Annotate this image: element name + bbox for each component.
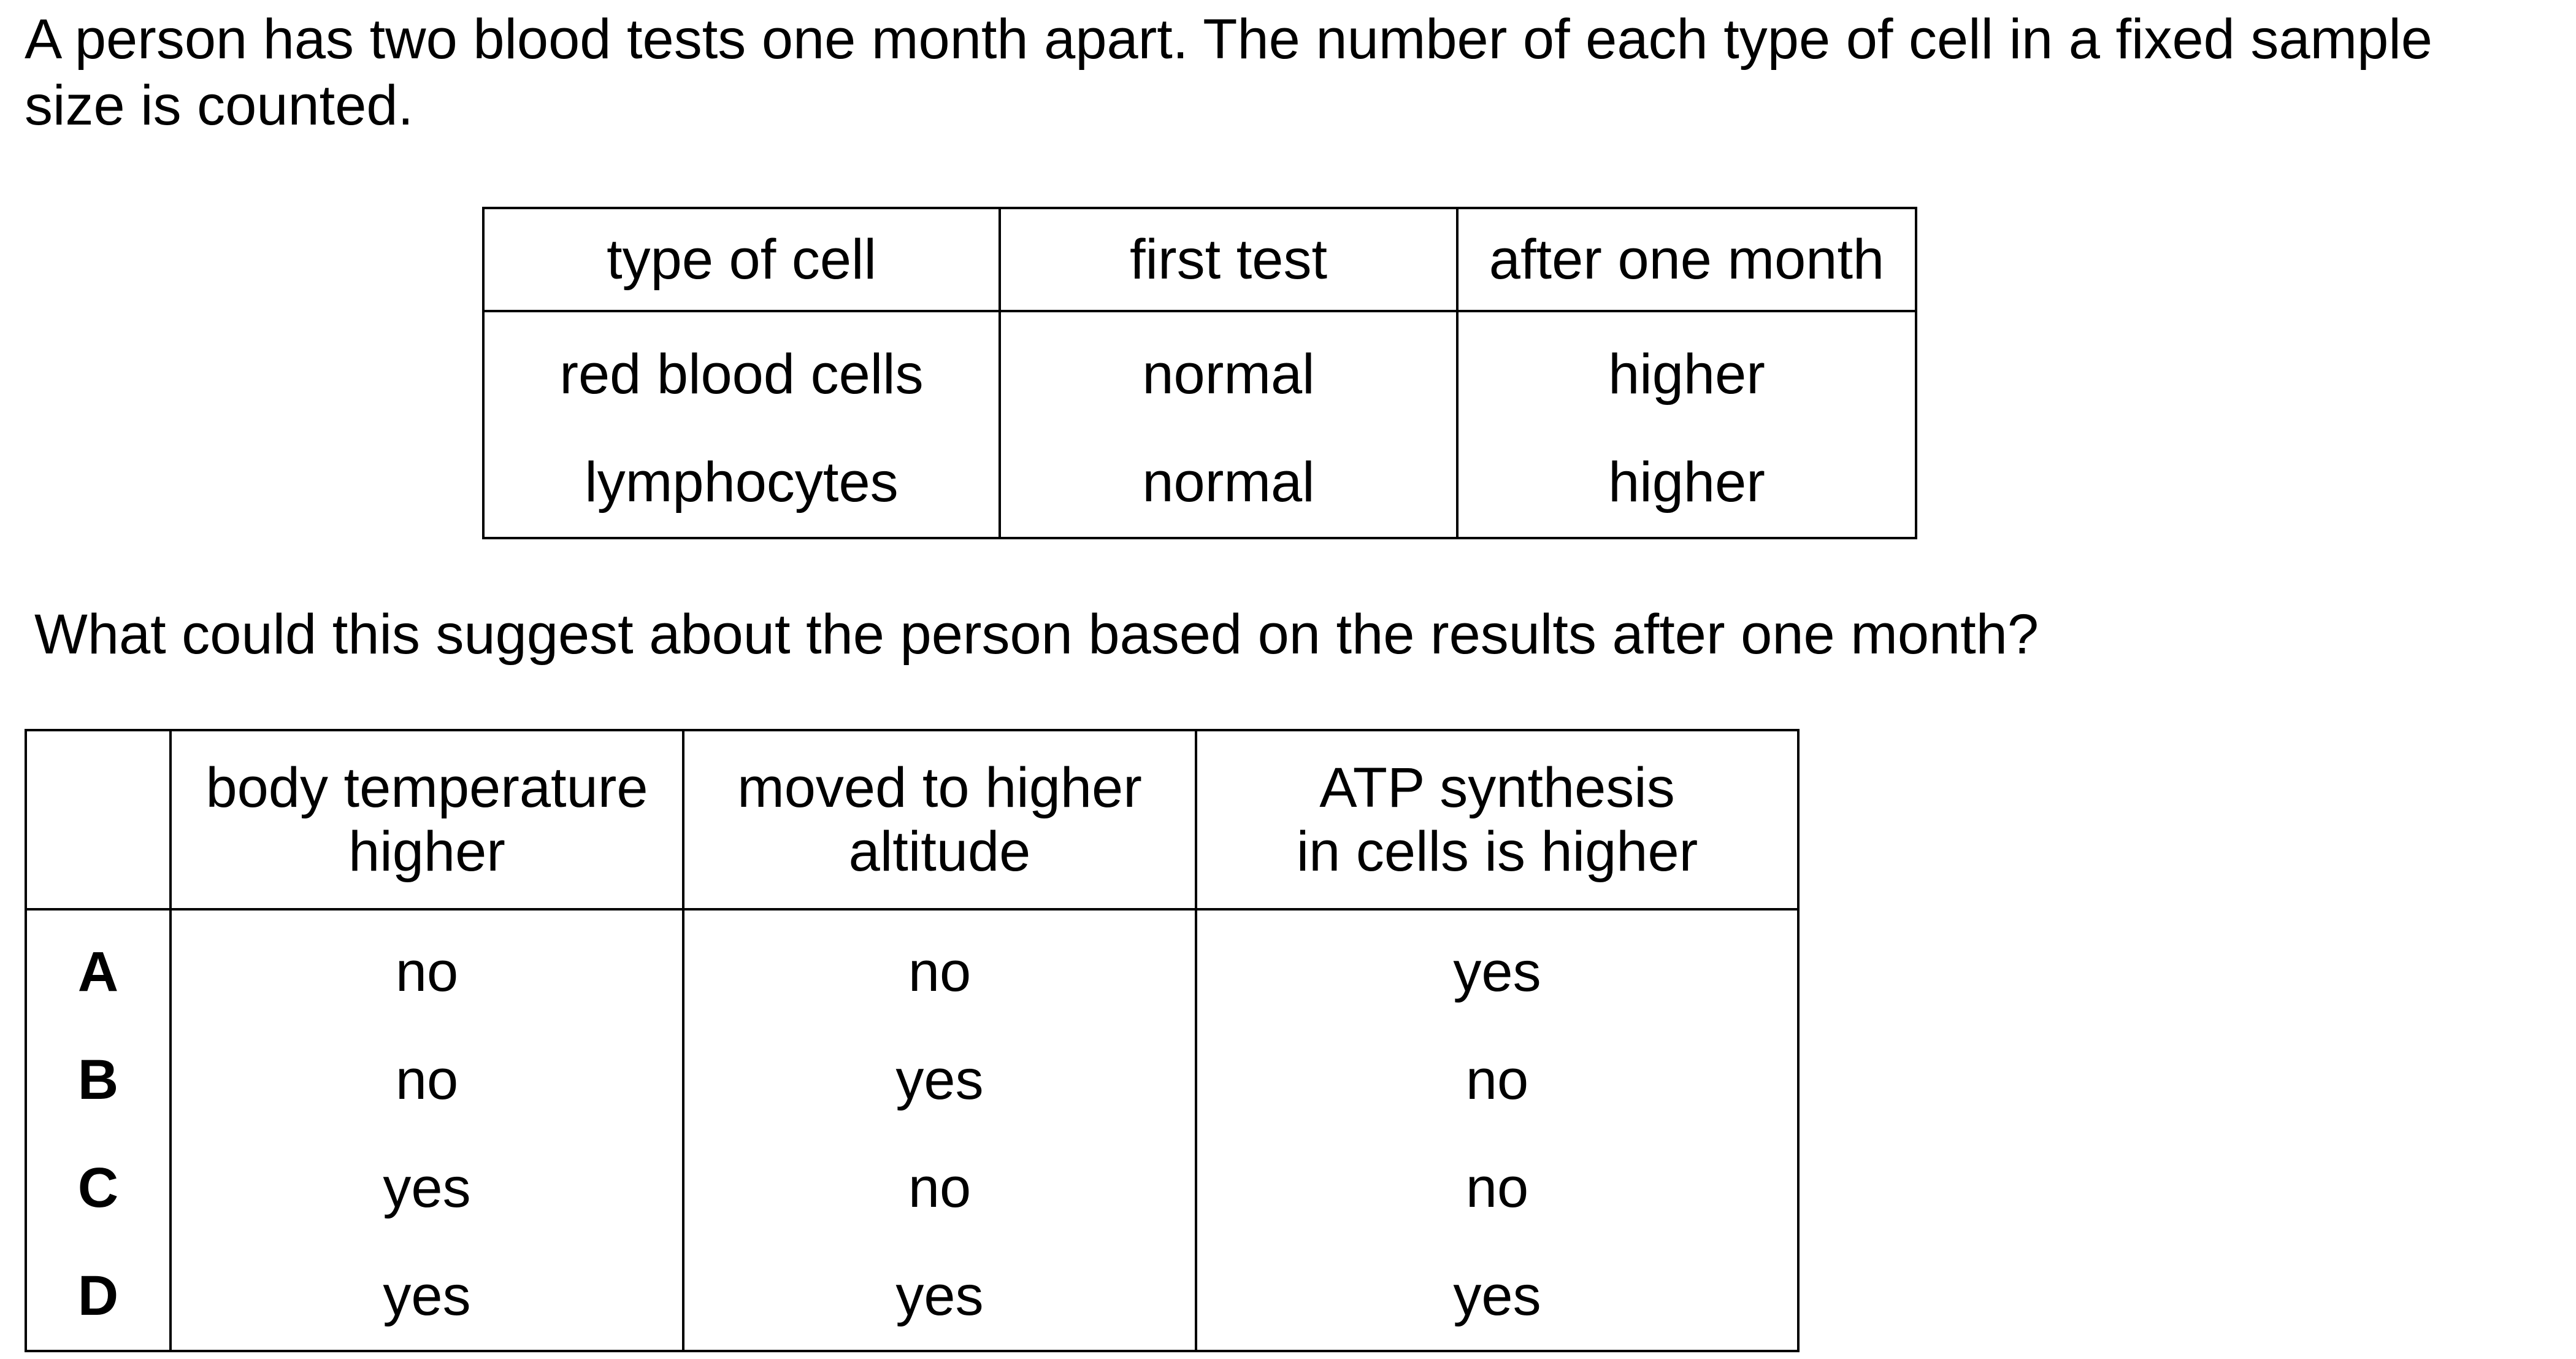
question-stem: A person has two blood tests one month a… (25, 8, 2432, 137)
option-row-a[interactable]: A no no yes (25, 909, 1800, 1026)
option-letter[interactable]: D (25, 1242, 172, 1351)
option-letter[interactable]: B (25, 1026, 172, 1134)
option-row-d[interactable]: D yes yes yes (25, 1242, 1800, 1351)
option-value: yes (1195, 1242, 1800, 1351)
option-value: no (1195, 1134, 1800, 1242)
column-header-higher-altitude: moved to higher altitude (682, 729, 1197, 910)
header-line: in cells is higher (1296, 820, 1698, 883)
header-line: moved to higher (737, 756, 1142, 819)
option-letter[interactable]: A (25, 909, 172, 1026)
header-line: higher (348, 820, 505, 883)
first-test-value: normal (999, 428, 1459, 538)
after-one-month-value: higher (1456, 311, 1917, 428)
option-value: yes (169, 1242, 684, 1351)
option-row-b[interactable]: B no yes no (25, 1026, 1800, 1134)
option-row-c[interactable]: C yes no no (25, 1134, 1800, 1242)
option-value: yes (682, 1242, 1197, 1351)
option-value: yes (169, 1134, 684, 1242)
header-line: altitude (848, 820, 1031, 883)
column-header-body-temperature: body temperature higher (169, 729, 684, 910)
option-letter[interactable]: C (25, 1134, 172, 1242)
table-row: lymphocytes normal higher (482, 428, 1917, 538)
header-line: ATP synthesis (1319, 756, 1675, 819)
first-test-value: normal (999, 311, 1459, 428)
cell-type: lymphocytes (482, 428, 1001, 538)
option-value: no (169, 909, 684, 1026)
option-value: yes (682, 1026, 1197, 1134)
option-value: no (682, 1134, 1197, 1242)
options-header-row: body temperature higher moved to higher … (25, 729, 1800, 910)
option-value: no (169, 1026, 684, 1134)
column-header-after-one-month: after one month (1456, 207, 1917, 312)
column-header-type-of-cell: type of cell (482, 207, 1001, 312)
column-header-atp-synthesis: ATP synthesis in cells is higher (1195, 729, 1800, 910)
column-header-first-test: first test (999, 207, 1459, 312)
option-value: yes (1195, 909, 1800, 1026)
table-row: red blood cells normal higher (482, 311, 1917, 428)
option-value: no (682, 909, 1197, 1026)
cell-type: red blood cells (482, 311, 1001, 428)
header-line: body temperature (205, 756, 648, 819)
option-value: no (1195, 1026, 1800, 1134)
question-text: What could this suggest about the person… (34, 603, 2039, 666)
table-header-row: type of cell first test after one month (482, 207, 1917, 312)
after-one-month-value: higher (1456, 428, 1917, 538)
letter-column-header (25, 729, 172, 910)
answer-options-table: body temperature higher moved to higher … (25, 729, 1800, 1352)
blood-test-table: type of cell first test after one month … (482, 207, 1917, 539)
